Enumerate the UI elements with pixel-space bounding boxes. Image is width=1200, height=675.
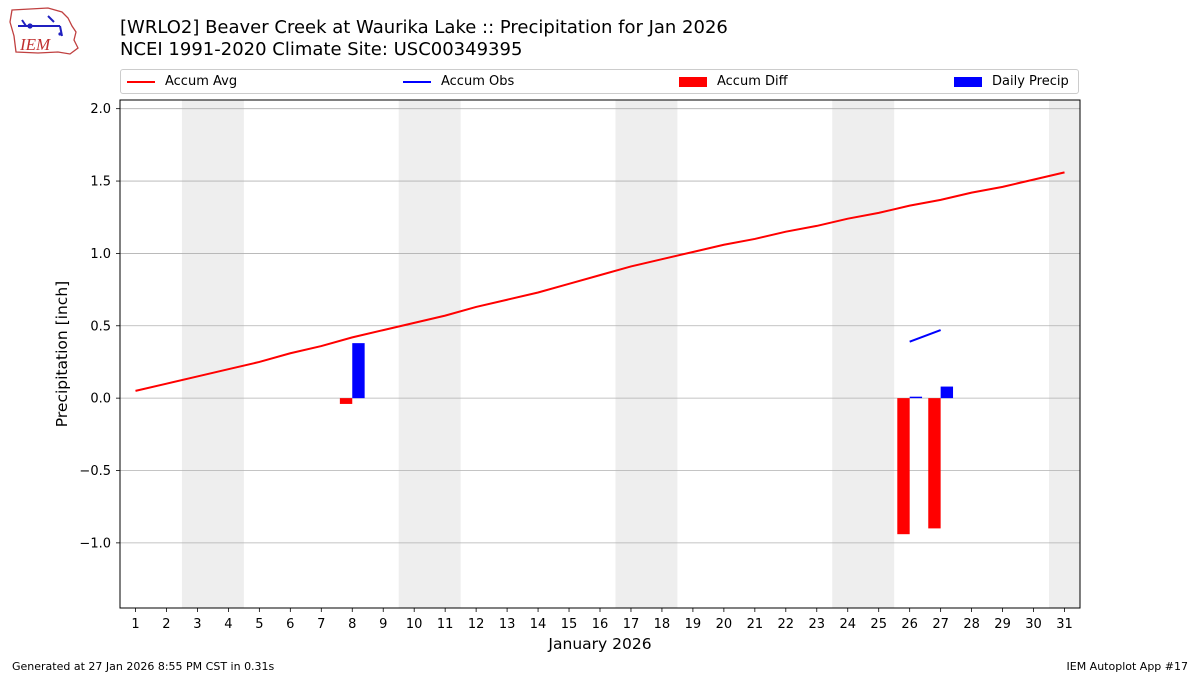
x-tick-label: 26 [901,617,918,632]
x-tick-label: 24 [839,617,856,632]
y-axis-label: Precipitation [inch] [53,281,71,427]
x-tick-label: 9 [379,617,387,632]
x-tick-label: 8 [348,617,356,632]
weekend-band-4 [1049,100,1080,608]
accum-diff-bar-day-27 [928,398,941,529]
y-tick-label: 0.5 [90,319,111,334]
x-tick-label: 14 [530,617,547,632]
chart-subtitle: NCEI 1991-2020 Climate Site: USC00349395 [120,39,523,60]
weekend-band-3 [832,100,895,608]
legend-item-accum-obs: Accum Obs [403,70,514,93]
footer-app: IEM Autoplot App #17 [1066,660,1189,673]
legend-item-daily-precip: Daily Precip [954,70,1069,93]
x-tick-label: 12 [468,617,485,632]
daily-precip-bar-day-27 [940,386,954,399]
x-tick-label: 30 [1025,617,1042,632]
x-tick-label: 21 [747,617,764,632]
legend-label-accum-diff: Accum Diff [717,74,788,89]
x-tick-label: 7 [317,617,325,632]
iem-logo: IEM [9,7,79,55]
logo-text: IEM [19,35,51,54]
daily-precip-bar-day-8 [352,343,365,399]
x-tick-label: 20 [716,617,733,632]
y-tick-label: 1.0 [90,247,111,262]
weekend-band-0 [181,100,244,608]
accum-obs-line [909,329,941,343]
x-tick-label: 18 [654,617,671,632]
y-tick-label: −1.0 [79,536,111,551]
legend-swatch-accum-obs [403,80,431,83]
y-tick-label: 1.5 [90,175,111,190]
x-tick-label: 11 [437,617,454,632]
plot-frame [119,99,1081,609]
x-tick-label: 6 [286,617,294,632]
y-tick-label: 0.0 [90,392,111,407]
weekend-band-2 [615,100,678,608]
legend: Accum Avg Accum Obs Accum Diff Daily Pre… [120,69,1079,94]
legend-item-accum-diff: Accum Diff [679,70,788,93]
x-tick-label: 4 [224,617,232,632]
x-tick-label: 31 [1056,617,1073,632]
x-tick-label: 13 [499,617,516,632]
accum-avg-line [135,171,1065,392]
weekend-band-1 [398,100,461,608]
legend-item-accum-avg: Accum Avg [127,70,237,93]
accum-diff-bar-day-8 [339,398,353,404]
x-tick-label: 25 [870,617,887,632]
x-tick-label: 2 [162,617,170,632]
legend-swatch-accum-diff [679,76,707,87]
legend-label-accum-obs: Accum Obs [441,74,515,89]
legend-label-accum-avg: Accum Avg [165,74,238,89]
x-tick-label: 28 [963,617,980,632]
legend-label-daily-precip: Daily Precip [992,74,1069,89]
accum-diff-bar-day-26 [897,398,910,535]
x-tick-label: 10 [406,617,423,632]
x-tick-label: 17 [623,617,640,632]
x-tick-label: 16 [592,617,609,632]
y-tick-label: 2.0 [90,102,111,117]
y-tick-label: −0.5 [79,464,111,479]
x-tick-label: 27 [932,617,949,632]
x-tick-label: 15 [561,617,578,632]
x-tick-label: 1 [131,617,139,632]
x-axis-label: January 2026 [547,635,651,653]
footer-generated: Generated at 27 Jan 2026 8:55 PM CST in … [12,660,275,673]
x-tick-label: 5 [255,617,263,632]
legend-swatch-daily-precip [954,76,982,87]
x-tick-label: 23 [809,617,826,632]
x-tick-label: 19 [685,617,702,632]
legend-swatch-accum-avg [127,80,155,83]
x-tick-label: 22 [778,617,795,632]
x-tick-label: 29 [994,617,1011,632]
x-tick-label: 3 [193,617,201,632]
chart-title: [WRLO2] Beaver Creek at Waurika Lake :: … [120,17,728,38]
daily-precip-bar-day-26 [909,396,923,399]
